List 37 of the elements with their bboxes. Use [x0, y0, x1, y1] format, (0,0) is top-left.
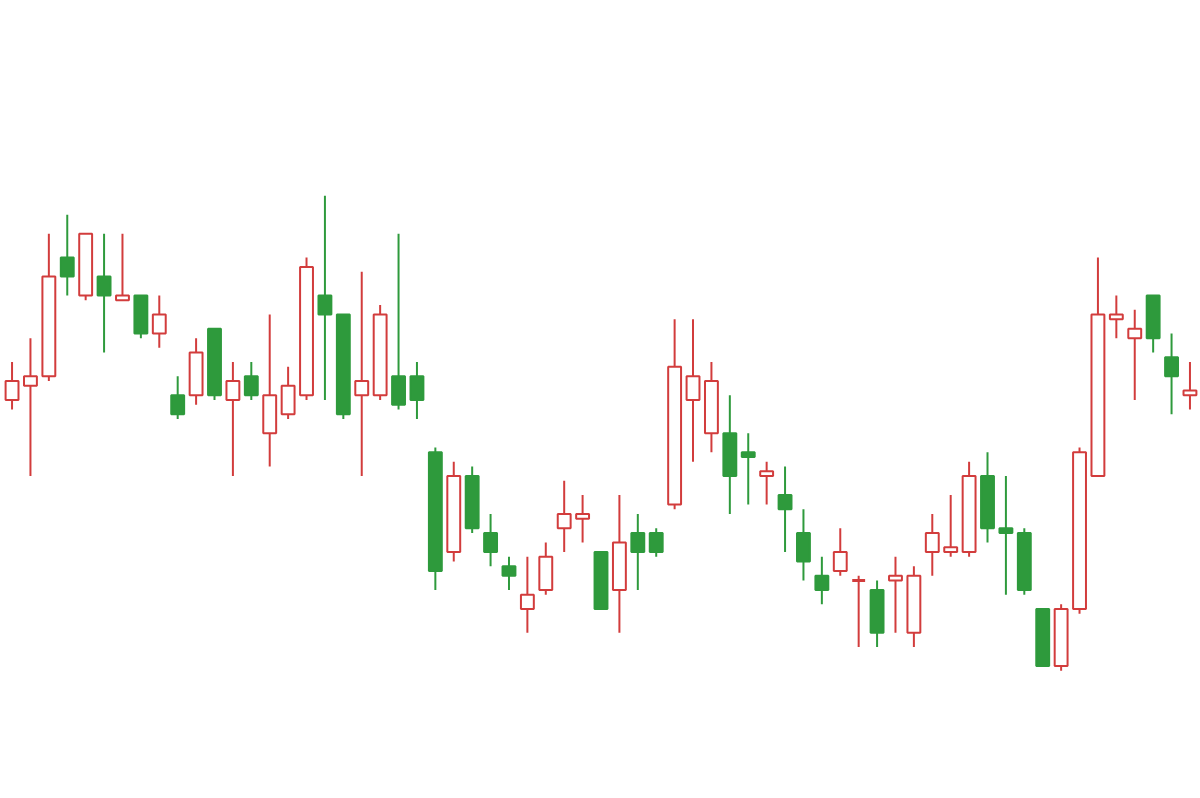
candlestick — [483, 513, 499, 568]
candlestick — [1164, 332, 1179, 416]
candlestick — [170, 375, 186, 420]
candlestick — [814, 555, 830, 606]
candlestick — [4, 361, 20, 411]
candlestick — [740, 432, 756, 506]
candlestick — [96, 232, 112, 354]
candlestick — [1127, 308, 1143, 401]
candlestick — [409, 361, 425, 420]
candlestick — [1108, 294, 1124, 340]
candlestick — [832, 527, 848, 577]
candlestick — [59, 213, 75, 297]
candlestick — [225, 361, 241, 477]
candlestick — [611, 494, 627, 634]
candlestick — [391, 232, 406, 411]
candlestick — [317, 194, 333, 401]
candlestick — [115, 232, 130, 302]
candlestick — [188, 337, 204, 406]
candlestick — [1145, 294, 1161, 354]
candlestick — [630, 513, 646, 591]
candlestick — [151, 294, 167, 349]
candlestick — [243, 361, 259, 401]
candlestick — [354, 270, 370, 477]
candlestick — [133, 294, 149, 340]
candlestick — [850, 574, 867, 648]
candlestick — [519, 555, 535, 634]
candlestick — [722, 394, 738, 515]
candlestick — [796, 508, 811, 582]
candlestick — [777, 465, 793, 553]
candlestick — [759, 460, 775, 506]
candlestick — [538, 541, 554, 596]
candlestick — [685, 318, 701, 463]
candlestick — [262, 313, 278, 468]
candlestick — [648, 527, 664, 558]
candlestick — [23, 337, 38, 477]
candlestick — [501, 555, 517, 591]
candlestick — [869, 579, 885, 648]
